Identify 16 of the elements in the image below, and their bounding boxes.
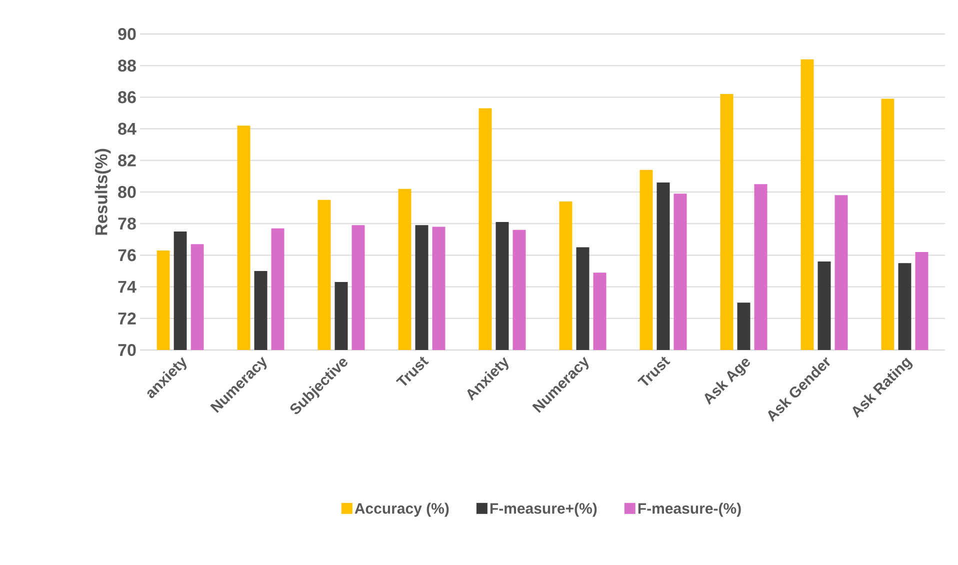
y-tick-label: 70: [118, 344, 136, 356]
y-tick-label: 78: [118, 218, 136, 230]
y-tick-label: 82: [118, 154, 136, 166]
legend-label: F-measure+(%): [490, 502, 597, 517]
x-tick-label: Ask Age: [704, 358, 750, 405]
y-tick-label: 80: [118, 186, 136, 198]
y-tick-label: 90: [118, 28, 136, 40]
y-tick-label: 72: [118, 312, 136, 324]
y-tick-label: 74: [118, 280, 136, 293]
y-tick-label: 86: [118, 91, 136, 104]
y-tick-label: 76: [118, 249, 136, 262]
legend-label: Accuracy (%): [354, 502, 449, 517]
y-tick-label: 84: [118, 122, 136, 135]
y-tick-label: 88: [118, 60, 136, 72]
y-axis-title: Results(%): [94, 148, 111, 235]
legend-label: F-measure-(%): [638, 502, 741, 517]
